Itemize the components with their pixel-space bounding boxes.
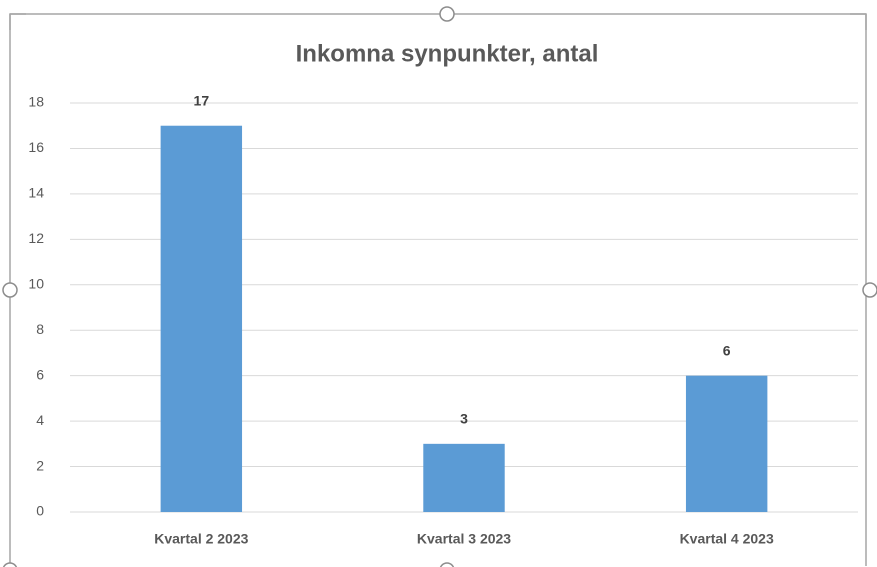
y-tick-label: 18 xyxy=(28,94,44,110)
x-tick-label: Kvartal 4 2023 xyxy=(680,531,774,547)
chart-title: Inkomna synpunkter, antal xyxy=(296,40,599,67)
x-tick-label: Kvartal 3 2023 xyxy=(417,531,511,547)
y-tick-label: 8 xyxy=(36,321,44,337)
y-tick-label: 10 xyxy=(28,275,44,291)
data-label: 3 xyxy=(460,411,468,427)
y-tick-label: 0 xyxy=(36,503,44,519)
y-tick-label: 4 xyxy=(36,412,44,428)
y-tick-label: 12 xyxy=(28,230,44,246)
data-label: 6 xyxy=(723,342,731,358)
bar xyxy=(685,375,768,512)
bar xyxy=(160,125,243,512)
y-tick-label: 14 xyxy=(28,185,44,201)
selection-frame xyxy=(2,6,877,567)
y-tick-label: 2 xyxy=(36,457,44,473)
bar xyxy=(423,443,505,512)
y-tick-label: 6 xyxy=(36,366,44,382)
x-tick-label: Kvartal 2 2023 xyxy=(154,531,248,547)
y-tick-label: 16 xyxy=(28,139,44,155)
data-label: 17 xyxy=(194,92,210,108)
